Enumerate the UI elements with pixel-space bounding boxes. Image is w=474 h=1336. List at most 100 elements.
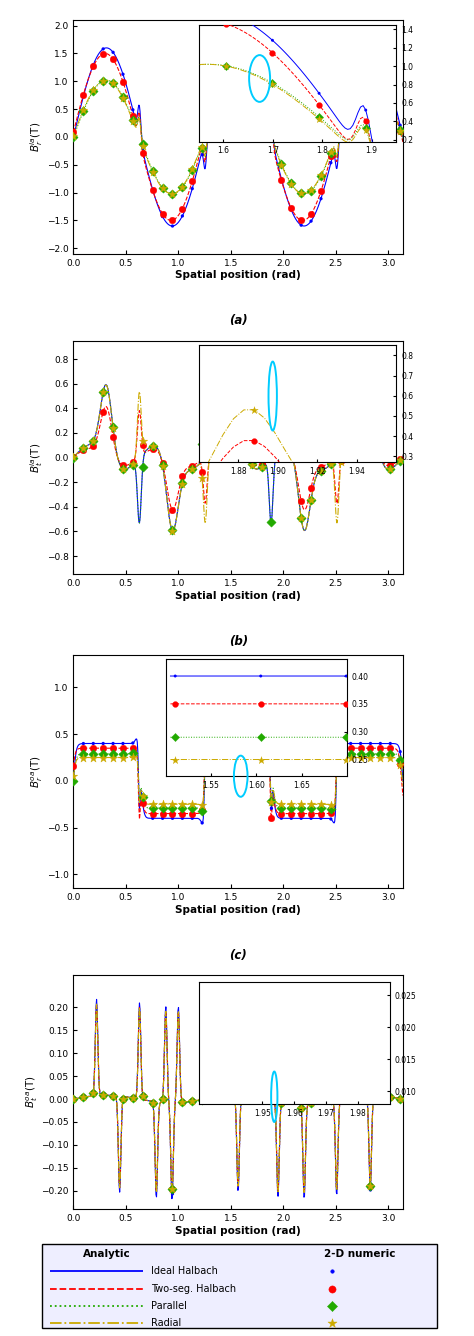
Point	[278, 1093, 285, 1114]
Point	[139, 456, 146, 477]
Text: (d): (d)	[228, 1269, 248, 1283]
Point	[357, 418, 365, 440]
Point	[317, 999, 325, 1021]
Point	[317, 807, 325, 828]
Point	[238, 743, 246, 764]
Point	[268, 1015, 275, 1037]
Point	[347, 747, 355, 768]
Point	[376, 733, 384, 755]
Point	[248, 743, 255, 764]
Point	[80, 1086, 87, 1108]
Point	[218, 433, 226, 454]
Point	[297, 183, 305, 204]
Text: Radial: Radial	[151, 1319, 181, 1328]
Point	[307, 477, 315, 498]
Point	[80, 86, 87, 107]
Point	[327, 1089, 335, 1110]
Point	[80, 1086, 87, 1108]
Point	[278, 440, 285, 461]
Point	[179, 473, 186, 494]
Point	[169, 215, 176, 236]
Point	[327, 794, 335, 815]
Point	[347, 72, 355, 94]
Point	[317, 794, 325, 815]
Point	[119, 454, 127, 476]
Point	[228, 747, 236, 768]
Point	[199, 1089, 206, 1110]
Point	[109, 417, 117, 438]
Point	[268, 1015, 275, 1037]
Point	[386, 458, 394, 480]
Point	[376, 48, 384, 69]
Point	[218, 1086, 226, 1108]
Point	[139, 792, 146, 814]
Point	[248, 733, 255, 755]
Point	[238, 733, 246, 755]
X-axis label: Spatial position (rad): Spatial position (rad)	[175, 591, 301, 601]
Point	[258, 733, 265, 755]
Point	[307, 489, 315, 510]
Point	[396, 450, 404, 472]
Point	[357, 733, 365, 755]
Point	[139, 792, 146, 814]
Point	[238, 1086, 246, 1108]
Point	[129, 737, 137, 759]
Point	[376, 1085, 384, 1106]
Point	[80, 737, 87, 759]
Point	[80, 747, 87, 768]
Point	[317, 460, 325, 481]
Point	[169, 1178, 176, 1200]
Point	[258, 457, 265, 478]
Point	[179, 176, 186, 198]
Point	[90, 436, 97, 457]
Point	[218, 1086, 226, 1108]
Point	[337, 108, 345, 130]
Y-axis label: $B_r^{oa}$(T): $B_r^{oa}$(T)	[30, 755, 46, 788]
Point	[70, 446, 77, 468]
Point	[297, 1097, 305, 1118]
Point	[199, 461, 206, 482]
Point	[90, 56, 97, 77]
Point	[70, 122, 77, 143]
Point	[238, 45, 246, 67]
Point	[328, 1295, 336, 1316]
Point	[307, 180, 315, 202]
Point	[119, 71, 127, 92]
Point	[278, 168, 285, 190]
Point	[100, 39, 107, 60]
Point	[90, 430, 97, 452]
Point	[228, 45, 236, 67]
Text: (c): (c)	[229, 949, 247, 962]
Point	[70, 124, 77, 146]
Point	[248, 452, 255, 473]
Point	[337, 116, 345, 138]
Point	[149, 794, 156, 815]
X-axis label: Spatial position (rad): Spatial position (rad)	[175, 1225, 301, 1236]
Point	[337, 433, 345, 454]
Point	[228, 743, 236, 764]
Point	[179, 807, 186, 828]
Point	[159, 794, 166, 815]
Point	[386, 1086, 394, 1108]
Point	[208, 98, 216, 119]
Point	[287, 442, 295, 464]
Point	[386, 94, 394, 115]
Point	[208, 1088, 216, 1109]
Point	[357, 49, 365, 71]
Point	[169, 1184, 176, 1205]
Point	[258, 737, 265, 759]
Point	[179, 1092, 186, 1113]
Point	[129, 743, 137, 764]
Point	[367, 1174, 374, 1196]
Point	[129, 454, 137, 476]
Point	[347, 438, 355, 460]
Point	[327, 1089, 335, 1110]
Point	[109, 737, 117, 759]
Text: Ideal Halbach: Ideal Halbach	[151, 1267, 218, 1276]
Point	[70, 770, 77, 791]
Point	[386, 454, 394, 476]
Point	[189, 458, 196, 480]
Point	[367, 737, 374, 759]
Point	[119, 1089, 127, 1110]
Point	[317, 456, 325, 477]
